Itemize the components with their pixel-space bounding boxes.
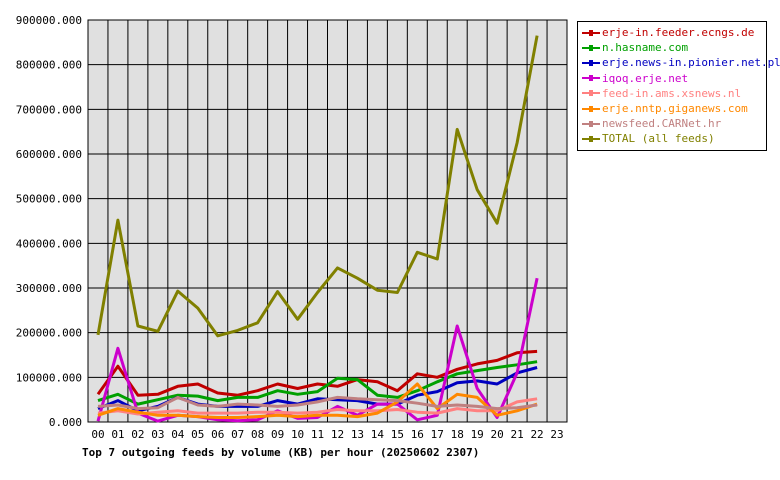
x-axis-tick-labels: 00 01 02 03 04 05 06 07 08 09 10 11 12 13 14 15 16 17 18 19… <box>91 428 563 441</box>
series-lines <box>96 35 539 423</box>
x-tick-label: 02 <box>131 428 144 441</box>
y-axis-tick-labels: 0.000 100000.000 200000.000 300000.000 40000… <box>16 14 82 429</box>
series-line-6 <box>97 395 538 411</box>
y-tick-label: 600000.000 <box>16 148 82 161</box>
y-tick-label: 200000.000 <box>16 327 82 340</box>
legend-item: newsfeed.CARNet.hr <box>582 116 721 131</box>
x-tick-label: 19 <box>471 428 484 441</box>
x-tick-label: 12 <box>331 428 344 441</box>
legend-swatch <box>582 59 600 66</box>
y-tick-label: 0.000 <box>49 416 82 429</box>
legend-item: erje.news-in.pionier.net.pl <box>582 55 780 70</box>
y-tick-label: 700000.000 <box>16 103 82 116</box>
legend-label: newsfeed.CARNet.hr <box>602 117 722 131</box>
chart-title: Top 7 outgoing feeds by volume (KB) per … <box>82 446 480 459</box>
x-tick-label: 09 <box>271 428 284 441</box>
x-tick-label: 16 <box>411 428 424 441</box>
grid-lines <box>88 20 567 422</box>
y-tick-label: 400000.000 <box>16 237 82 250</box>
series-line-4 <box>97 397 538 416</box>
legend-label: n.hasname.com <box>602 41 689 55</box>
y-tick-label: 300000.000 <box>16 282 82 295</box>
x-tick-label: 13 <box>351 428 364 441</box>
x-tick-label: 17 <box>431 428 444 441</box>
x-tick-label: 10 <box>291 428 304 441</box>
x-tick-label: 00 <box>91 428 104 441</box>
legend-label: erje-in.feeder.ecngs.de <box>602 26 755 39</box>
series-line-7 <box>96 35 539 338</box>
y-tick-label: 800000.000 <box>16 59 82 72</box>
legend-swatch <box>582 120 600 127</box>
x-tick-label: 23 <box>550 428 563 441</box>
legend-item: feed-in.ams.xsnews.nl <box>582 86 741 101</box>
legend-swatch <box>582 29 600 36</box>
legend-label: feed-in.ams.xsnews.nl <box>602 86 742 100</box>
legend-item: TOTAL (all feeds) <box>582 131 715 146</box>
x-tick-label: 11 <box>311 428 324 441</box>
y-tick-label: 900000.000 <box>16 14 82 27</box>
x-tick-label: 18 <box>451 428 464 441</box>
x-tick-label: 14 <box>371 428 385 441</box>
legend-label: erje.news-in.pionier.net.pl <box>602 56 780 70</box>
series-line-1 <box>97 360 538 406</box>
legend-item: n.hasname.com <box>582 40 688 55</box>
legend: erje-in.feeder.ecngs.de n.hasname.com erje… <box>577 21 780 151</box>
legend-swatch <box>582 105 600 112</box>
x-tick-label: 21 <box>510 428 523 441</box>
series-line-5 <box>97 382 538 419</box>
y-tick-label: 100000.000 <box>16 371 82 384</box>
x-tick-label: 07 <box>231 428 244 441</box>
legend-swatch <box>582 44 600 51</box>
x-tick-label: 04 <box>171 428 185 441</box>
x-tick-label: 20 <box>491 428 504 441</box>
series-line-0 <box>96 349 538 397</box>
legend-swatch <box>582 75 600 82</box>
x-tick-label: 15 <box>391 428 404 441</box>
legend-label: iqoq.erje.net <box>602 71 689 85</box>
legend-item: erje-in.feeder.ecngs.de <box>582 25 754 40</box>
legend-swatch <box>582 90 600 97</box>
legend-item: erje.nntp.giganews.com <box>582 101 748 116</box>
legend-label: erje.nntp.giganews.com <box>602 102 748 115</box>
x-tick-label: 01 <box>111 428 124 441</box>
legend-label: TOTAL (all feeds) <box>602 132 715 146</box>
x-tick-label: 06 <box>211 428 224 441</box>
x-tick-label: 08 <box>251 428 264 441</box>
x-tick-label: 05 <box>191 428 204 441</box>
series-line-3 <box>96 277 539 423</box>
x-tick-label: 03 <box>151 428 164 441</box>
y-tick-label: 500000.000 <box>16 193 82 206</box>
x-tick-label: 22 <box>530 428 543 441</box>
legend-item: iqoq.erje.net <box>582 71 688 86</box>
legend-swatch <box>582 135 600 142</box>
